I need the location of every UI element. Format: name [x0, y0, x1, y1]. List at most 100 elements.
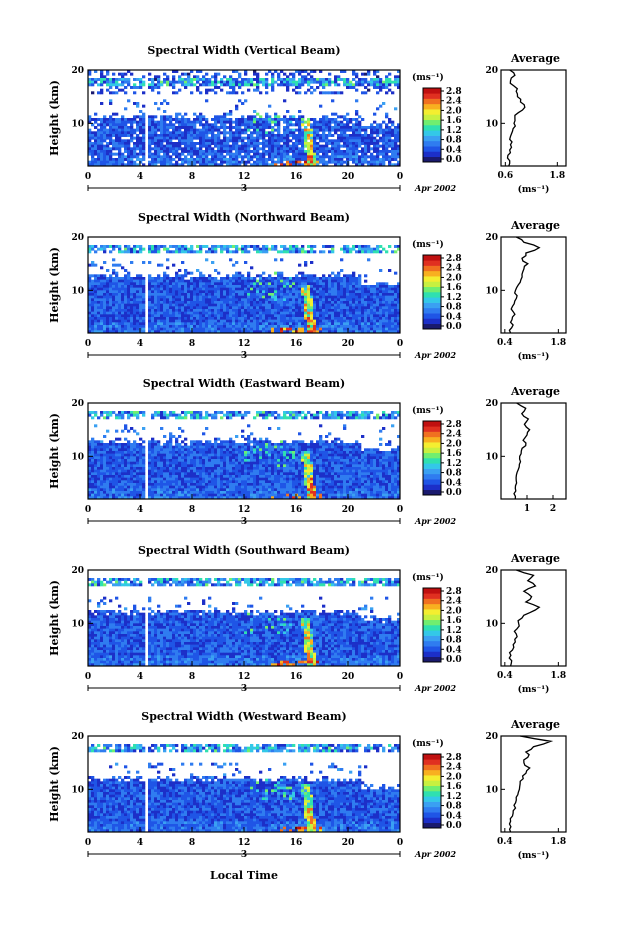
- heatmap-cell: [229, 301, 233, 304]
- heatmap-cell: [178, 311, 182, 315]
- heatmap-cell: [190, 144, 194, 148]
- heatmap-cell: [196, 78, 200, 81]
- heatmap-cell: [223, 75, 227, 79]
- heatmap-cell: [130, 427, 134, 430]
- heatmap-cell: [313, 78, 317, 81]
- heatmap-cell: [211, 142, 215, 145]
- heatmap-cell: [199, 91, 203, 95]
- heatmap-cell: [181, 72, 185, 76]
- heatmap-cell: [151, 163, 155, 167]
- heatmap-cell: [346, 118, 350, 121]
- heatmap-cell: [232, 287, 236, 291]
- heatmap-cell: [115, 144, 119, 148]
- heatmap-cell: [154, 250, 158, 254]
- heatmap-cell: [133, 150, 137, 153]
- heatmap-cell: [334, 160, 338, 164]
- heatmap-cell: [334, 327, 338, 331]
- heatmap-cell: [262, 416, 266, 420]
- heatmap-cell: [334, 142, 338, 145]
- heatmap-cell: [109, 285, 113, 288]
- heatmap-cell: [112, 134, 116, 137]
- heatmap-cell: [205, 118, 209, 121]
- heatmap-cell: [271, 290, 275, 294]
- heatmap-cell: [205, 413, 209, 417]
- heatmap-cell: [217, 163, 221, 167]
- heatmap-cell: [139, 301, 143, 304]
- heatmap-cell: [379, 319, 383, 323]
- heatmap-cell: [319, 134, 323, 137]
- heatmap-cell: [130, 309, 134, 312]
- heatmap-cell: [133, 120, 137, 124]
- heatmap-cell: [331, 411, 335, 414]
- heatmap-cell: [283, 413, 287, 417]
- heatmap-cell: [136, 327, 140, 331]
- heatmap-cell: [397, 134, 401, 137]
- heatmap-cell: [97, 142, 101, 145]
- heatmap-cell: [394, 126, 398, 129]
- heatmap-cell: [88, 152, 92, 156]
- heatmap-cell: [373, 301, 377, 304]
- heatmap-cell: [319, 301, 323, 304]
- heatmap-cell: [316, 136, 320, 140]
- heatmap-cell: [397, 147, 401, 151]
- heatmap-cell: [121, 282, 125, 286]
- heatmap-cell: [355, 411, 359, 414]
- heatmap-cell: [229, 163, 233, 167]
- heatmap-cell: [298, 80, 302, 84]
- heatmap-cell: [328, 295, 332, 299]
- heatmap-cell: [289, 325, 293, 328]
- heatmap-cell: [391, 290, 395, 294]
- heatmap-cell: [268, 152, 272, 156]
- heatmap-cell: [316, 142, 320, 145]
- heatmap-cell: [103, 319, 107, 323]
- heatmap-cell: [361, 303, 365, 307]
- heatmap-cell: [220, 311, 224, 315]
- heatmap-cell: [334, 150, 338, 153]
- heatmap-cell: [271, 155, 275, 159]
- heatmap-cell: [286, 139, 290, 143]
- heatmap-cell: [88, 115, 92, 119]
- heatmap-cell: [160, 293, 164, 296]
- heatmap-cell: [364, 287, 368, 291]
- heatmap-cell: [169, 411, 173, 414]
- heatmap-cell: [316, 277, 320, 280]
- heatmap-cell: [283, 319, 287, 323]
- heatmap-cell: [157, 303, 161, 307]
- heatmap-cell: [94, 303, 98, 307]
- heatmap-cell: [184, 306, 188, 310]
- heatmap-cell: [109, 80, 113, 84]
- heatmap-cell: [178, 152, 182, 156]
- heatmap-cell: [229, 279, 233, 283]
- heatmap-cell: [127, 290, 131, 294]
- heatmap-cell: [181, 285, 185, 288]
- heatmap-cell: [88, 147, 92, 151]
- heatmap-cell: [355, 150, 359, 153]
- heatmap-cell: [205, 298, 209, 302]
- heatmap-cell: [361, 311, 365, 315]
- colorbar-segment: [423, 109, 441, 115]
- heatmap-cell: [367, 416, 371, 420]
- heatmap-cell: [184, 150, 188, 153]
- heatmap-cell: [283, 155, 287, 159]
- heatmap-cell: [307, 250, 311, 254]
- heatmap-cell: [259, 142, 263, 145]
- heatmap-cell: [193, 301, 197, 304]
- heatmap-cell: [304, 314, 308, 318]
- heatmap-cell: [316, 293, 320, 296]
- heatmap-cell: [181, 142, 185, 145]
- heatmap-cell: [163, 123, 167, 127]
- heatmap-cell: [283, 290, 287, 294]
- heatmap-cell: [235, 134, 239, 137]
- heatmap-cell: [157, 139, 161, 143]
- heatmap-cell: [343, 115, 347, 119]
- heatmap-cell: [235, 290, 239, 294]
- heatmap-cell: [103, 290, 107, 294]
- heatmap-cell: [322, 163, 326, 167]
- heatmap-cell: [277, 287, 281, 291]
- heatmap-cell: [382, 128, 386, 132]
- heatmap-cell: [262, 298, 266, 302]
- heatmap-cell: [109, 319, 113, 323]
- heatmap-cell: [289, 72, 293, 76]
- heatmap-cell: [121, 134, 125, 137]
- heatmap-cell: [286, 295, 290, 299]
